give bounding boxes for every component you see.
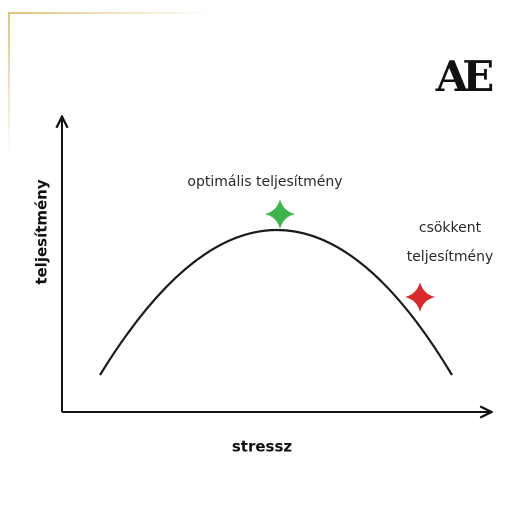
optimal-label: optimális teljesítmény	[187, 174, 342, 190]
reduced-label: csökkent	[419, 220, 482, 236]
x-axis-label: stressz	[232, 438, 293, 456]
reduced-label: teljesítmény	[407, 249, 494, 265]
corner-line	[8, 12, 10, 157]
optimal-star	[265, 199, 295, 229]
corner-line	[8, 12, 213, 14]
y-axis-label: teljesítmény	[33, 179, 51, 285]
curve	[99, 228, 453, 376]
logo: AE	[435, 52, 493, 101]
reduced-star	[405, 282, 435, 312]
